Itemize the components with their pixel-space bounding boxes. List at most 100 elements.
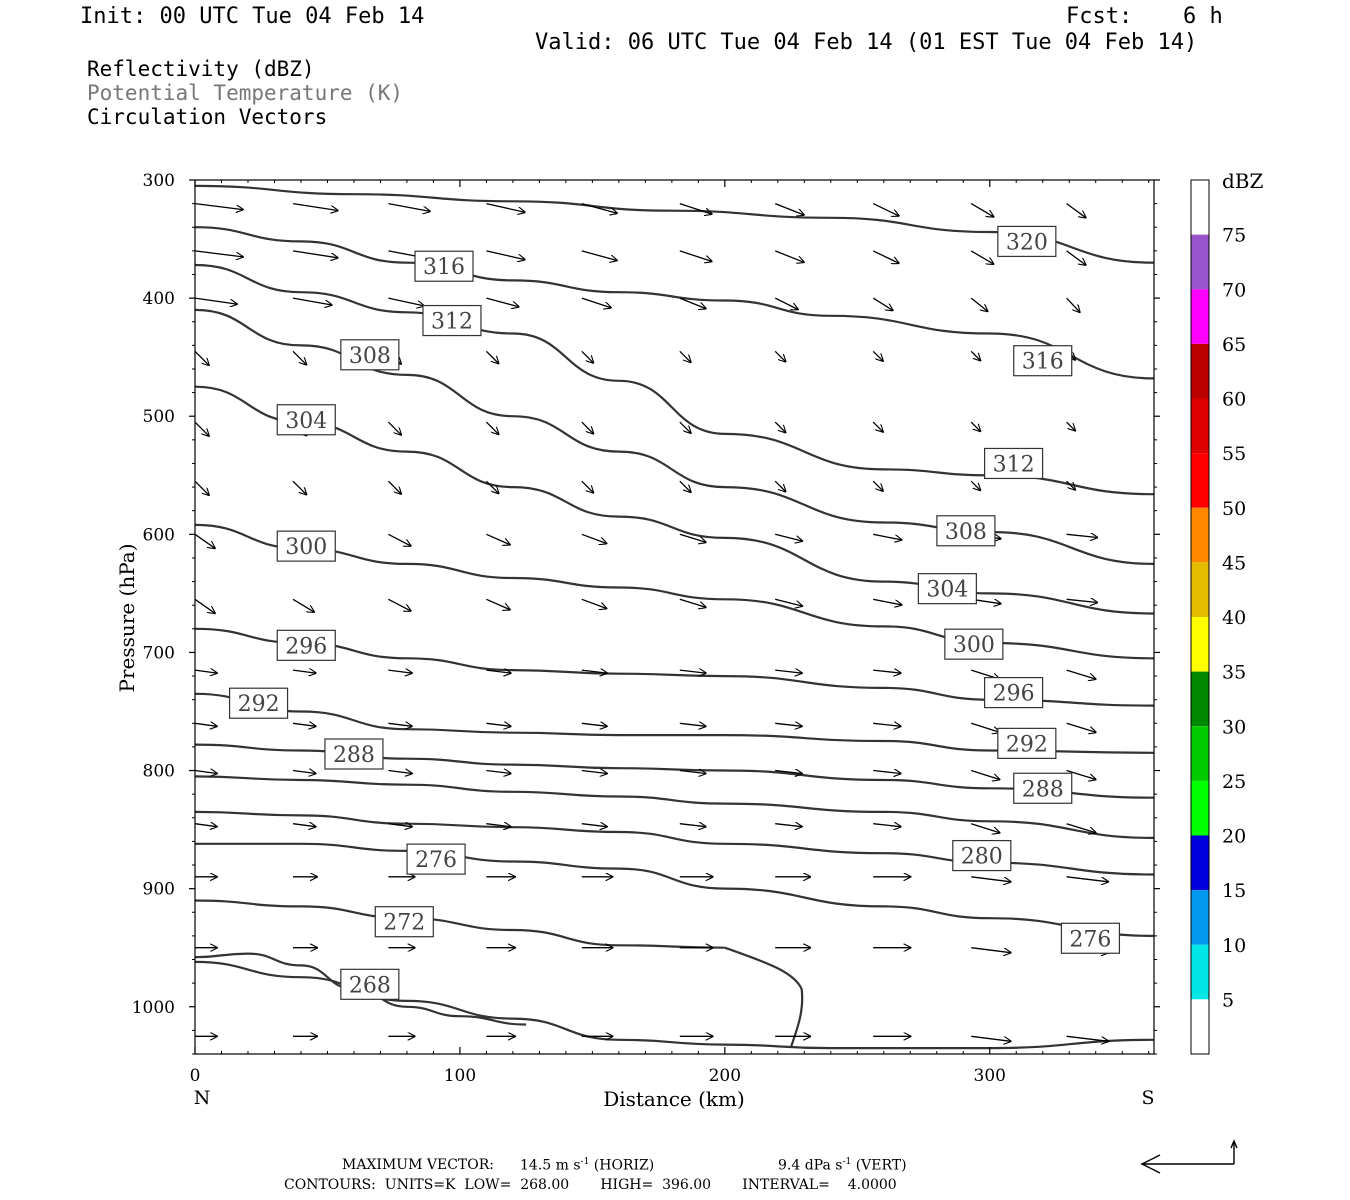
circulation-vector (581, 598, 607, 608)
isentrope-label-text: 304 (926, 578, 968, 603)
circulation-vector (971, 722, 999, 732)
isentrope-label-text: 272 (383, 911, 425, 936)
circulation-vector (971, 769, 999, 780)
y-tick-label: 500 (143, 407, 175, 427)
isentrope-label-308: 308 (936, 515, 996, 547)
x-tick-label: 200 (709, 1066, 741, 1086)
circulation-vector (486, 598, 510, 609)
circulation-vector (1066, 823, 1096, 833)
isentrope-label-box (324, 738, 384, 770)
circulation-vector (486, 202, 524, 213)
circulation-vector (388, 824, 412, 827)
circulation-vector (1066, 534, 1098, 537)
circulation-vector (872, 421, 883, 432)
colorbar-segment (1191, 726, 1209, 781)
circulation-vector (1066, 297, 1080, 312)
isentrope-label-272: 272 (374, 906, 434, 938)
circulation-vector (971, 1035, 1011, 1041)
circulation-vector (388, 202, 430, 212)
circulation-vector (679, 598, 706, 607)
circulation-vector (581, 421, 594, 434)
colorbar-level-label: 50 (1222, 498, 1246, 520)
circulation-vector (292, 771, 316, 774)
isentrope-label-304: 304 (917, 573, 977, 605)
isentrope-label-box (276, 404, 336, 436)
colorbar-level-label: 15 (1222, 880, 1246, 902)
circulation-vector (873, 771, 901, 774)
circulation-vector (292, 670, 316, 673)
isentrope-label-268: 268 (340, 968, 400, 1000)
x-axis-right-end-label: S (1141, 1087, 1154, 1109)
circulation-vector (775, 771, 802, 774)
circulation-vector (679, 723, 706, 726)
circulation-vector (774, 421, 785, 432)
circulation-vector (194, 250, 243, 257)
colorbar-segment (1191, 507, 1209, 563)
colorbar-level-label: 70 (1222, 279, 1246, 301)
circulation-vector (388, 297, 424, 306)
isentrope-label-box (374, 906, 434, 938)
isentrope-label-312: 312 (422, 304, 482, 337)
circulation-vector (581, 771, 607, 774)
circulation-vector (194, 421, 209, 436)
circulation-vector (679, 250, 712, 262)
isentrope-label-text: 312 (993, 452, 1035, 477)
y-tick-label: 400 (143, 289, 175, 309)
y-tick-label: 600 (143, 525, 175, 545)
colorbar-segment (1191, 671, 1209, 727)
isentrope-label-box (340, 968, 400, 1000)
circulation-vector (873, 670, 901, 673)
circulation-vector (292, 297, 332, 305)
colorbar-segment (1191, 890, 1209, 945)
max-vector-horiz: 14.5 m s-1 (HORIZ) (520, 1157, 655, 1174)
isentrope-label-text: 308 (945, 520, 987, 545)
circulation-vector (774, 297, 798, 309)
isentrope-label-box (952, 839, 1012, 872)
isentrope-272 (194, 899, 725, 949)
fcst-label: Fcst: (1066, 4, 1133, 29)
max-vector-vert: 9.4 dPa s-1 (VERT) (778, 1157, 907, 1174)
colorbar-segment (1191, 398, 1209, 454)
colorbar-segment (1191, 944, 1209, 1000)
isentrope-label-text: 304 (285, 409, 327, 434)
isentrope-304 (194, 385, 1155, 615)
circulation-vector (194, 533, 215, 548)
isentrope-label-box (1060, 922, 1121, 954)
isentrope-label-text: 280 (961, 845, 1003, 870)
colorbar-segment (1191, 617, 1209, 672)
colorbar-level-label: 35 (1222, 662, 1246, 684)
colorbar-frame (1190, 179, 1210, 1055)
circulation-vector (971, 823, 999, 833)
isentrope-label-296: 296 (983, 676, 1044, 709)
circulation-vector (679, 670, 706, 673)
circulation-vector (775, 598, 802, 606)
circulation-vector (387, 421, 401, 435)
isentrope-label-box (422, 304, 482, 337)
circulation-vector (1066, 669, 1096, 679)
circulation-vector (679, 480, 691, 492)
isentrope-label-296: 296 (276, 629, 336, 661)
circulation-vector (873, 598, 901, 605)
circulation-vector (872, 297, 893, 310)
circulation-vector (486, 723, 510, 726)
circulation-vector (1066, 1035, 1109, 1041)
circulation-vector (486, 824, 510, 827)
colorbar-level-label: 40 (1222, 607, 1246, 629)
circulation-vector (1066, 203, 1086, 218)
circulation-vector (388, 598, 410, 611)
circulation-vector (971, 876, 1011, 882)
colorbar-level-label: 55 (1222, 443, 1246, 465)
circulation-vector (292, 202, 338, 211)
valid-time: Valid: 06 UTC Tue 04 Feb 14 (01 EST Tue … (535, 30, 1198, 55)
circulation-vector (485, 421, 498, 434)
circulation-vector (485, 350, 498, 363)
y-tick-label: 300 (143, 171, 175, 191)
circulation-vector (679, 350, 691, 362)
colorbar-segment (1191, 234, 1209, 290)
colorbar-level-label: 25 (1222, 771, 1246, 793)
circulation-vector (872, 203, 899, 216)
isentrope-label-box (276, 629, 336, 661)
isentrope-300 (194, 523, 1155, 660)
isentrope-label-box (1013, 345, 1073, 377)
